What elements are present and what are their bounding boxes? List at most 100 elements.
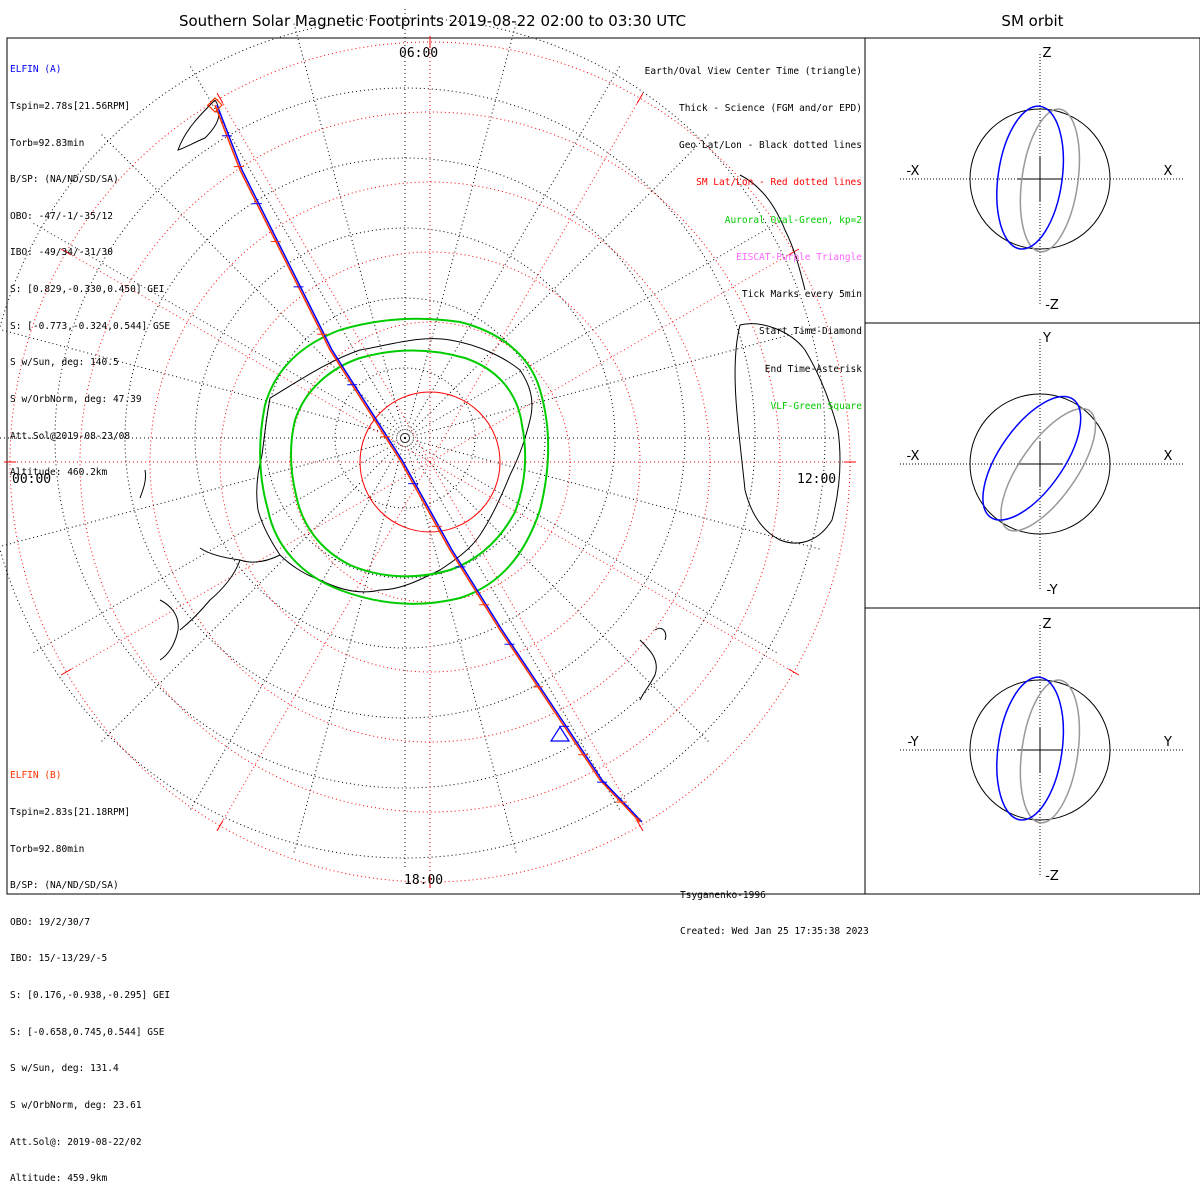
probe-a-name: ELFIN (A) [10,64,62,76]
mlt-label-left: 00:00 [12,472,51,487]
footprint-tracks: * [207,97,643,829]
probe-a-track [216,104,643,823]
probe-b-line: S w/OrbNorm, deg: 23.61 [10,1099,142,1111]
probe-b-line: S: [0.176,-0.938,-0.295] GEI [10,990,171,1002]
start-diamond-marker [207,97,223,113]
sm-edge-tick [216,92,224,104]
probe-a-line: B/SP: (NA/ND/SD/SA) [10,174,119,186]
auroral-oval [259,317,550,605]
orbit-label-left: -X [907,164,920,179]
probe-a-line: S w/Sun, deg: 140.5 [10,357,119,369]
probe-a-line: S w/OrbNorm, deg: 47.39 [10,393,142,405]
orbit-b-path [1019,679,1081,824]
probe-a-info: ELFIN (A) Tspin=2.78s[21.56RPM] Torb=92.… [10,40,170,492]
legend-entry: End Time-Asterisk [764,363,862,375]
south-america-coast [177,99,220,151]
orbit-a-path [982,395,1082,521]
orbit-label-up: Z [1043,617,1052,632]
probe-a-line: Torb=92.83min [10,137,85,149]
probe-b-line: S w/Sun, deg: 131.4 [10,1063,119,1075]
probe-a-line: S: [0.829,-0.330,0.450] GEI [10,284,165,296]
probe-b-line: Att.Sol@: 2019-08-22/02 [10,1136,142,1148]
sm-edge-tick [60,248,72,256]
sm-latitude-circle [359,391,501,533]
legend-entry: Start Time-Diamond [759,326,862,338]
legend: Earth/Oval View Center Time (triangle) T… [645,41,862,426]
probe-a-line: OBO: -47/-1/-35/12 [10,210,113,222]
orbit-label-down: -Y [1046,583,1057,598]
orbit-label-up: Z [1043,46,1052,61]
auroral-oval-outer [259,317,550,605]
orbit-a-path [996,676,1065,821]
geo-latlon-grid [0,8,835,868]
legend-entry: Geo Lat/Lon - Black dotted lines [678,140,862,152]
orbit-label-down: -Z [1045,298,1059,313]
probe-b-line: B/SP: (NA/ND/SD/SA) [10,880,119,892]
sm-edge-tick [788,668,800,676]
peninsula-coast [179,547,281,631]
legend-entry: Auroral Oval-Green, kp=2 [724,214,862,226]
mlt-label-bottom: 18:00 [404,873,443,888]
probe-b-line: OBO: 19/2/30/7 [10,916,91,928]
probe-b-name: ELFIN (B) [10,770,62,782]
auroral-oval-inner [289,349,527,578]
view-center-triangle [549,725,571,742]
probe-b-line: Tspin=2.83s[21.18RPM] [10,807,131,819]
geo-latitude-circle [334,367,476,509]
orbit-label-down: -Z [1045,869,1059,884]
orbit-b-path [1000,407,1097,532]
tierra-coast [159,599,179,661]
orbit-frame [864,37,1200,895]
created-timestamp: Created: Wed Jan 25 17:35:38 2023 [680,926,869,937]
orbit-label-right: X [1164,449,1173,464]
plot-title: Southern Solar Magnetic Footprints 2019-… [178,12,687,30]
credits: Tsyganenko-1996 Created: Wed Jan 25 17:3… [680,866,869,950]
probe-b-line: S: [-0.658,0.745,0.544] GSE [10,1026,165,1038]
earth-circle [969,679,1111,821]
orbit-label-left: -X [907,449,920,464]
africa-coast [739,174,806,291]
orbit-a-path [996,105,1065,250]
antarctica-coastline [139,99,841,701]
sm-edge-tick [216,820,224,832]
sm-edge-tick [60,668,72,676]
sm-latlon-grid [4,36,856,888]
probe-b-line: IBO: 15/-13/29/-5 [10,953,108,965]
end-asterisk-marker: * [634,815,641,829]
probe-a-line: S: [-0.773,-0.324,0.544] GSE [10,320,171,332]
probe-a-line: Altitude: 460.2km [10,467,108,479]
australia-coast [734,323,841,544]
polar-footprint-map: * 06:00 00:00 12:00 18:00 [0,8,1200,895]
orbit-b-path [1019,108,1081,253]
probe-b-info: ELFIN (B) Tspin=2.83s[21.18RPM] Torb=92.… [10,746,170,1198]
legend-entry: VLF-Green Square [770,400,862,412]
probe-b-line: Altitude: 459.9km [10,1173,108,1185]
probe-a-line: IBO: -49/34/-31/30 [10,247,113,259]
orbit-label-up: Y [1042,331,1051,346]
orbit-label-left: -Y [907,735,918,750]
mlt-label-top: 06:00 [399,46,438,61]
earth-circle [969,393,1111,535]
sm-latitude-circle [219,251,641,673]
new-zealand-coast [639,627,667,701]
mlt-label-right: 12:00 [797,472,836,487]
probe-a-line: Att.Sol@2019-08-23/08 [10,430,131,442]
orbit-panel-title: SM orbit [1001,12,1064,30]
legend-entry: Thick - Science (FGM and/or EPD) [678,103,862,115]
antarctica-coast [256,338,533,593]
sm-orbit-panels: Z -Z -X X Y -Y -X X Z -Z -Y Y [900,46,1185,884]
earth-circle [969,108,1111,250]
geo-latitude-circle [54,87,756,789]
probe-b-track [214,104,641,823]
model-name: Tsyganenko-1996 [680,890,766,901]
legend-entry: Tick Marks every 5min [741,289,862,301]
orbit-label-right: Y [1163,735,1172,750]
geo-latitude-circle [194,227,616,649]
probe-a-line: Tspin=2.78s[21.56RPM] [10,101,131,113]
falkland-coast [139,469,146,499]
legend-entry: SM Lat/Lon - Red dotted lines [696,177,862,189]
probe-b-line: Torb=92.80min [10,843,85,855]
orbit-label-right: X [1164,164,1173,179]
sm-edge-tick [636,92,644,104]
sm-edge-tick [636,820,644,832]
